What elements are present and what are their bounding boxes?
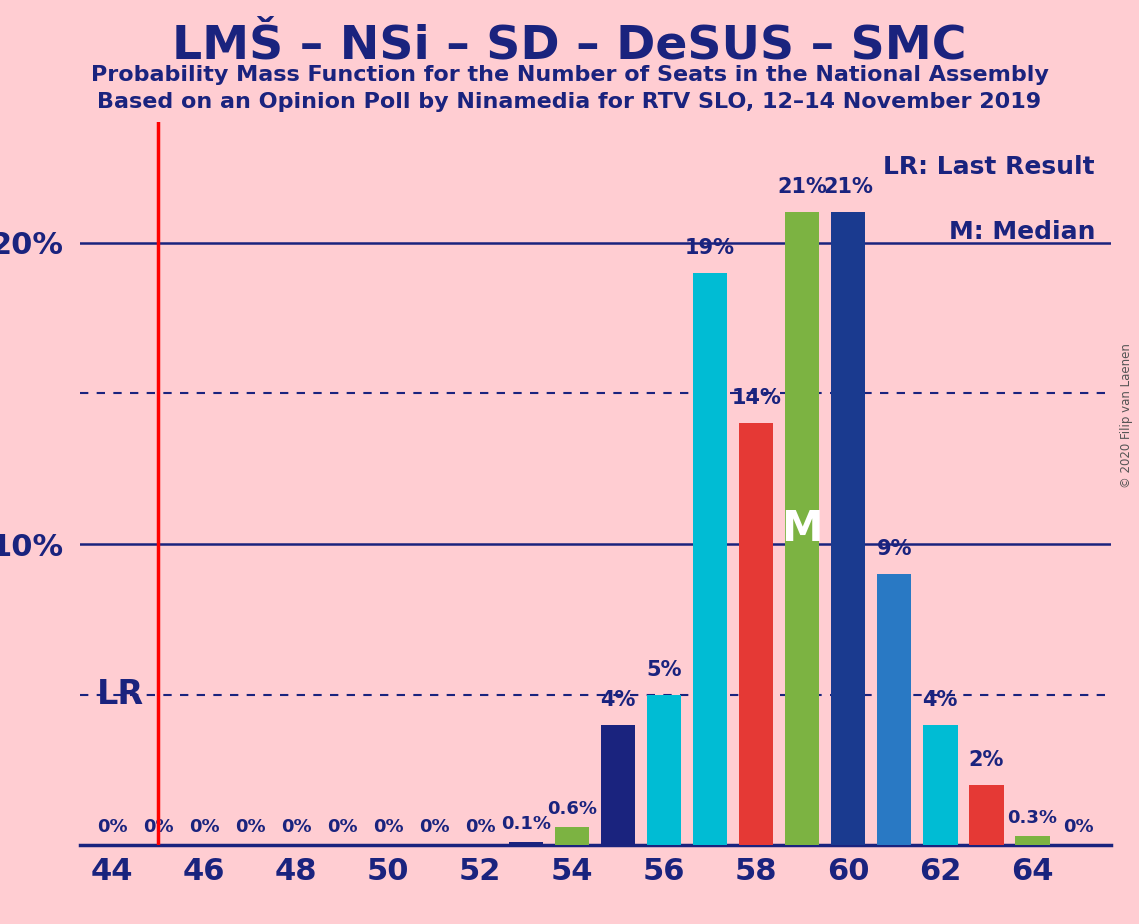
Text: 0%: 0% [1063, 819, 1093, 836]
Text: © 2020 Filip van Laenen: © 2020 Filip van Laenen [1121, 344, 1133, 488]
Bar [877, 574, 911, 845]
Text: 4%: 4% [600, 690, 636, 710]
Text: 0%: 0% [142, 819, 173, 836]
Bar [647, 695, 681, 845]
Text: LR: LR [97, 678, 145, 711]
Text: 0.1%: 0.1% [501, 815, 551, 833]
Text: Probability Mass Function for the Number of Seats in the National Assembly: Probability Mass Function for the Number… [91, 65, 1048, 85]
Bar [555, 827, 589, 845]
Text: 0%: 0% [419, 819, 450, 836]
Text: 14%: 14% [731, 388, 781, 408]
Text: 0%: 0% [235, 819, 265, 836]
Text: 9%: 9% [877, 539, 912, 559]
Text: 2%: 2% [968, 750, 1003, 770]
Text: LMŠ – NSi – SD – DeSUS – SMC: LMŠ – NSi – SD – DeSUS – SMC [172, 23, 967, 68]
Text: 0.3%: 0.3% [1007, 809, 1057, 827]
Text: 21%: 21% [823, 177, 874, 198]
Text: 0.6%: 0.6% [547, 800, 597, 819]
Text: 0%: 0% [189, 819, 220, 836]
Text: 0%: 0% [97, 819, 128, 836]
Bar [1015, 836, 1049, 845]
Text: Based on an Opinion Poll by Ninamedia for RTV SLO, 12–14 November 2019: Based on an Opinion Poll by Ninamedia fo… [98, 92, 1041, 113]
Text: 4%: 4% [923, 690, 958, 710]
Text: 19%: 19% [686, 237, 735, 258]
Text: 0%: 0% [327, 819, 358, 836]
Text: M: Median: M: Median [949, 220, 1095, 244]
Text: 0%: 0% [465, 819, 495, 836]
Bar [509, 843, 543, 845]
Text: 0%: 0% [372, 819, 403, 836]
Bar [739, 423, 773, 845]
Text: M: M [781, 508, 823, 550]
Bar [785, 213, 819, 845]
Bar [969, 785, 1003, 845]
Text: 0%: 0% [280, 819, 311, 836]
Text: 5%: 5% [647, 660, 682, 680]
Bar [923, 725, 958, 845]
Text: 21%: 21% [777, 177, 827, 198]
Bar [693, 273, 728, 845]
Bar [601, 725, 636, 845]
Text: LR: Last Result: LR: Last Result [884, 154, 1095, 178]
Bar [831, 213, 866, 845]
